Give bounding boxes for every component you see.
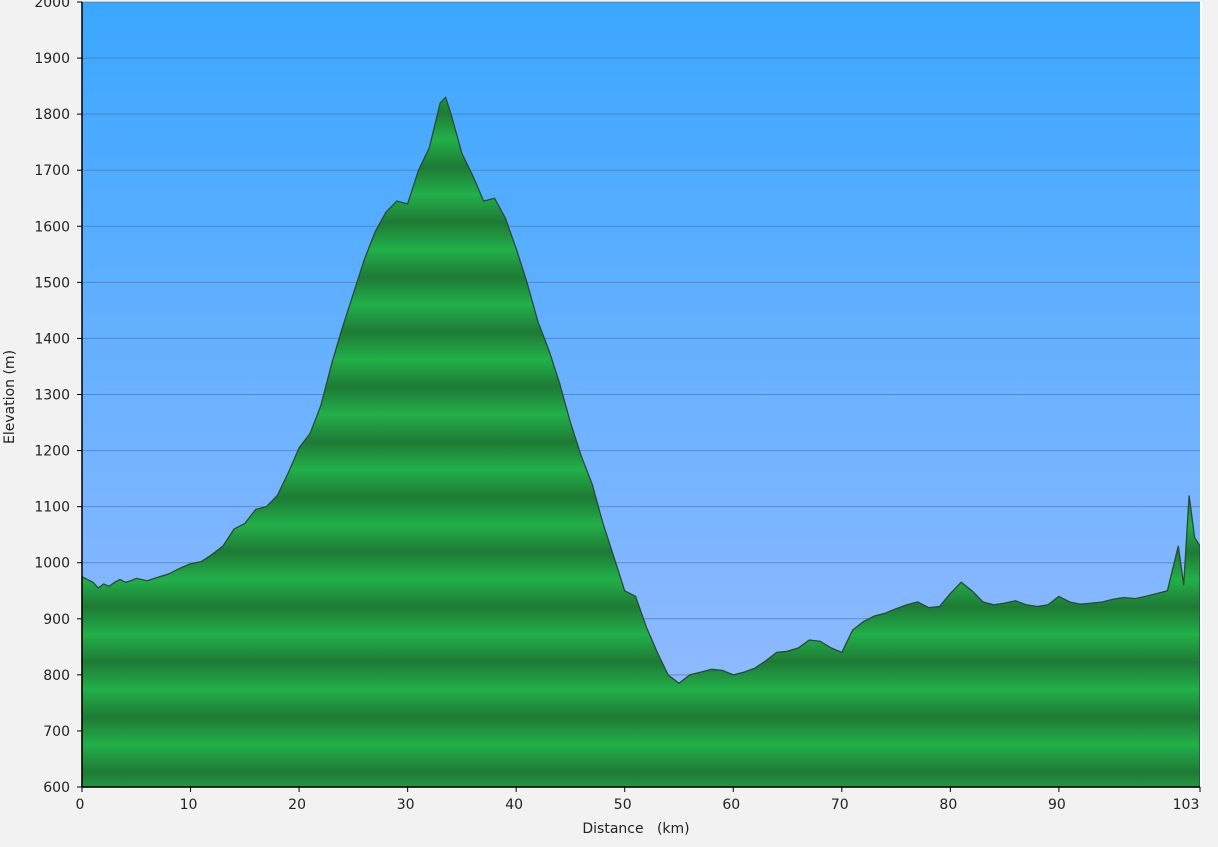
y-tick-label: 1300	[34, 388, 70, 404]
y-tick-label: 1100	[34, 500, 70, 516]
x-tick-label: 10	[180, 797, 198, 813]
y-axis-label: Elevation (m)	[2, 350, 18, 444]
y-tick-label: 2000	[34, 0, 70, 11]
y-tick-label: 700	[43, 724, 70, 740]
y-ticks: 600 700 800 900 1000 1100 1200 1300 1400 1500 1600…	[34, 0, 82, 796]
x-tick-label: 70	[831, 797, 849, 813]
x-tick-label: 20	[288, 797, 306, 813]
y-tick-label: 1800	[34, 107, 70, 123]
y-tick-label: 800	[43, 668, 70, 684]
x-tick-label: 60	[722, 797, 740, 813]
y-tick-label: 900	[43, 612, 70, 628]
x-tick-label: 30	[397, 797, 415, 813]
x-axis-label: Distance (km)	[582, 821, 689, 837]
elevation-area	[81, 96, 1201, 788]
y-tick-label: 1700	[34, 163, 70, 179]
x-tick-label: 103	[1173, 797, 1200, 813]
x-tick-label: 90	[1048, 797, 1066, 813]
y-tick-label: 1200	[34, 444, 70, 460]
y-tick-label: 1000	[34, 556, 70, 572]
y-tick-label: 1500	[34, 275, 70, 291]
y-tick-label: 600	[43, 780, 70, 796]
y-tick-label: 1900	[34, 51, 70, 67]
x-ticks: 0 10 20 30 40 50 60 70 80 90 103	[76, 787, 1201, 813]
x-tick-label: 0	[76, 797, 85, 813]
y-tick-label: 1400	[34, 331, 70, 347]
y-tick-label: 1600	[34, 219, 70, 235]
x-tick-label: 80	[939, 797, 957, 813]
x-tick-label: 40	[505, 797, 523, 813]
x-tick-label: 50	[614, 797, 632, 813]
